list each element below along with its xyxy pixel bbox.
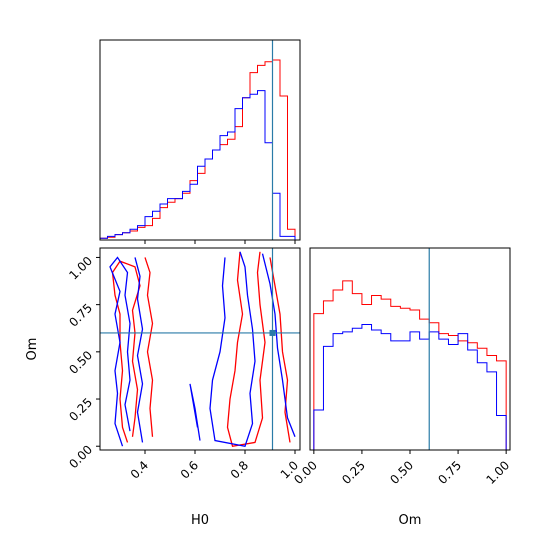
hist-Om-tick-label: 0.75 xyxy=(435,458,464,487)
scatter-y-tick-label: 0.75 xyxy=(66,301,95,330)
x-axis-label-H0: H0 xyxy=(191,513,209,528)
hist-H0-panel xyxy=(99,39,301,244)
hist-Om-panel: 0.00 0.25 0.50 0.75 1.00 xyxy=(291,247,512,487)
contour-series_b xyxy=(209,251,256,447)
scatter-H0-Om-panel: 0.4 0.6 0.8 1.00.000.250.500.751.00 xyxy=(66,247,301,482)
contour-series_b xyxy=(109,256,131,447)
scatter-x-tick-label: 0.4 xyxy=(128,458,151,481)
hist-H0-frame xyxy=(99,39,301,241)
hist-Om-tick-label: 1.00 xyxy=(483,458,512,487)
hist-step-series_a xyxy=(313,280,507,450)
contour-series_a xyxy=(269,257,291,443)
hist-step-series_b xyxy=(313,324,507,450)
scatter-y-tick-label: 1.00 xyxy=(66,254,95,283)
scatter-frame xyxy=(99,247,301,451)
hist-step-series_b xyxy=(99,90,296,240)
x-axis-label-Om: Om xyxy=(399,513,422,528)
contour-series_a xyxy=(144,257,154,437)
scatter-x-tick-label: 0.8 xyxy=(228,458,251,481)
axis-labels: H0 Om Om xyxy=(25,338,421,528)
scatter-y-tick-label: 0.50 xyxy=(66,348,95,377)
scatter-x-tick-label: 0.6 xyxy=(178,458,201,481)
contour-series_a xyxy=(226,251,266,447)
contour-series_b xyxy=(261,253,296,438)
hist-Om-tick-label: 0.25 xyxy=(339,458,368,487)
contour-series_b xyxy=(189,383,201,441)
scatter-y-tick-label: 0.00 xyxy=(66,442,95,471)
scatter-y-tick-label: 0.25 xyxy=(66,395,95,424)
y-axis-label-Om: Om xyxy=(25,338,40,361)
hist-step-series_a xyxy=(99,59,296,240)
hist-Om-tick-label: 0.50 xyxy=(387,458,416,487)
hist-Om-frame xyxy=(309,247,511,451)
truth-marker xyxy=(269,329,276,336)
contour-series_b xyxy=(134,257,144,443)
